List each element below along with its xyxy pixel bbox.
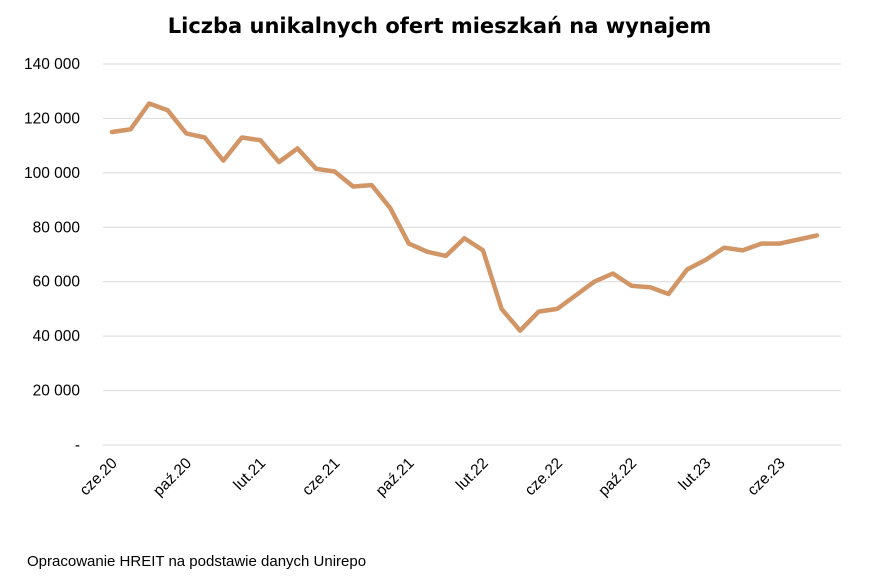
x-tick-label: cze.21 (299, 455, 343, 499)
x-tick-label: cze.22 (522, 455, 566, 499)
x-tick-label: paź.20 (150, 455, 195, 500)
x-axis-ticks: cze.20 paź.20 lut.21 cze.21 paź.21 lut.22 cze.… (77, 455, 789, 500)
y-axis-ticks: - 20 000 40 000 60 000 80 000 100 000 120 000 1… (24, 56, 80, 454)
gridlines (103, 63, 841, 446)
x-tick-label: paź.21 (373, 455, 418, 500)
x-tick-label: paź.22 (595, 455, 640, 500)
x-tick-label: lut.23 (676, 455, 715, 494)
y-tick-label: 120 000 (24, 110, 80, 127)
x-tick-label: cze.23 (744, 455, 788, 499)
y-tick-label: 20 000 (33, 383, 81, 400)
x-tick-label: lut.21 (230, 455, 269, 494)
y-tick-label: 40 000 (33, 328, 81, 345)
y-tick-label: 140 000 (24, 56, 80, 73)
y-tick-label: 60 000 (33, 274, 81, 291)
y-tick-label: 80 000 (33, 219, 81, 236)
x-tick-label: cze.20 (77, 455, 122, 500)
series-line (109, 101, 820, 333)
series-layer (109, 101, 820, 333)
chart-title: Liczba unikalnych ofert mieszkań na wyna… (167, 14, 712, 38)
y-tick-label: 100 000 (24, 165, 80, 182)
y-tick-label: - (75, 437, 80, 454)
x-tick-label: lut.22 (453, 455, 492, 494)
source-note: Opracowanie HREIT na podstawie danych Un… (27, 553, 367, 570)
